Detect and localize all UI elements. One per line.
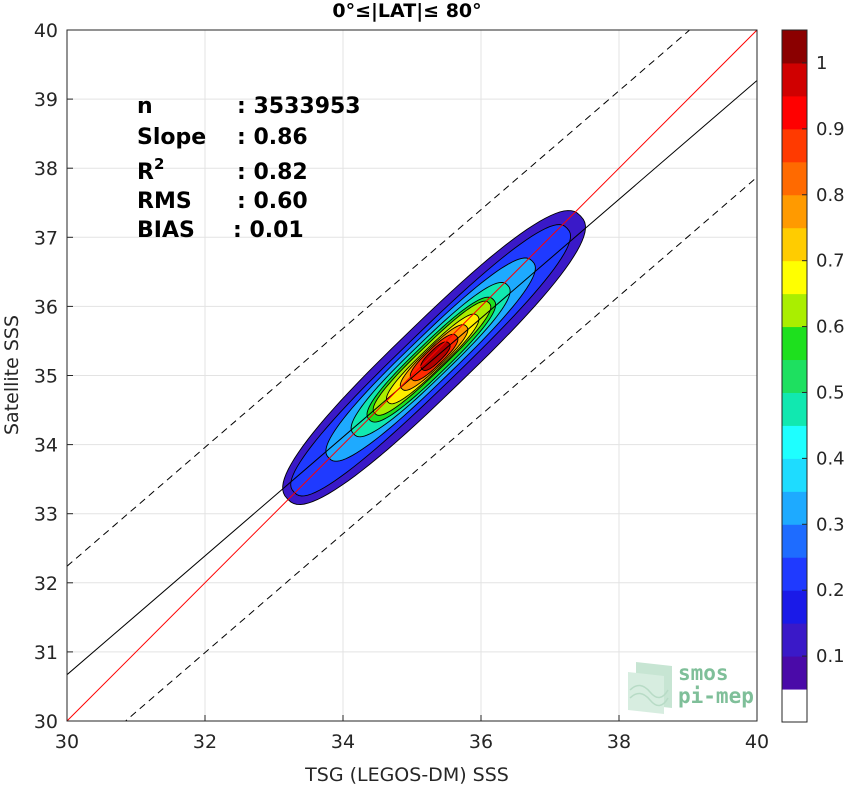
colorbar-band (782, 62, 807, 97)
upper-bound-line (67, 30, 691, 567)
colorbar-band (782, 557, 807, 591)
x-tick-label: 36 (469, 731, 493, 753)
x-axis-ticks: 30 32 34 36 38 40 (55, 715, 769, 753)
stats-box: n : 3533953 Slope : 0.86 R2 : 0.82 RMS :… (137, 94, 361, 243)
one-to-one-line (67, 30, 757, 721)
colorbar-band (782, 293, 807, 328)
colorbar-tick-label: 0.4 (816, 448, 845, 469)
x-axis-label: TSG (LEGOS-DM) SSS (304, 764, 509, 786)
colorbar-band (782, 359, 807, 393)
chart-title: 0°≤|LAT|≤ 80° (332, 0, 481, 22)
stat-r2-base: R (137, 160, 154, 185)
y-tick-label: 37 (34, 227, 58, 249)
stat-r2-sup: 2 (154, 155, 164, 173)
colorbar-band (782, 260, 807, 295)
grid (66, 29, 758, 722)
colorbar-band (782, 524, 807, 558)
x-tick-label: 32 (193, 731, 217, 753)
density-contours (282, 210, 586, 506)
colorbar-band (782, 161, 807, 196)
y-tick-label: 39 (34, 89, 58, 111)
x-tick-label: 40 (745, 731, 769, 753)
colorbar-band (782, 227, 807, 262)
logo-line2: pi-mep (678, 684, 754, 708)
y-tick-label: 40 (34, 20, 58, 42)
y-tick-label: 33 (34, 504, 58, 526)
y-tick-label: 30 (34, 711, 58, 733)
stat-bias-label: BIAS (137, 218, 195, 243)
colorbar-band (782, 95, 807, 130)
y-tick-label: 34 (34, 435, 58, 457)
y-tick-label: 35 (34, 366, 58, 388)
colorbar-band (782, 425, 807, 459)
y-tick-label: 38 (34, 158, 58, 180)
colorbar-band (782, 491, 807, 525)
stat-n-label: n (137, 94, 153, 119)
colorbar-tick-label: 0.7 (816, 251, 845, 272)
stat-slope-value: : 0.86 (237, 125, 308, 150)
stat-rms-value: : 0.60 (237, 189, 308, 214)
x-tick-label: 38 (607, 731, 631, 753)
y-axis-ticks: 30 31 32 33 34 35 36 37 38 39 40 (34, 20, 73, 733)
colorbar-band (782, 326, 807, 361)
x-tick-label: 34 (331, 731, 355, 753)
colorbar-tick-label: 0.1 (816, 646, 845, 667)
stat-r2-label: R2 (137, 155, 164, 185)
colorbar (782, 30, 807, 723)
colorbar-tick-label: 1 (816, 53, 827, 74)
colorbar-tick-label: 0.5 (816, 382, 845, 403)
colorbar-tick-label: 0.2 (816, 580, 845, 601)
y-tick-label: 36 (34, 296, 58, 318)
stat-r2-value: : 0.82 (237, 160, 308, 185)
colorbar-tick-label: 0.8 (816, 185, 845, 206)
x-tick-label: 30 (55, 731, 79, 753)
colorbar-tick-label: 0.3 (816, 514, 845, 535)
colorbar-tick-label: 0.6 (816, 317, 845, 338)
colorbar-band (782, 656, 807, 690)
stat-slope-label: Slope (137, 125, 206, 150)
colorbar-ticks: 0.1 0.2 0.3 0.4 0.5 0.6 0.7 0.8 0.9 1 (802, 53, 845, 667)
lower-bound-line (124, 176, 757, 721)
logo-line1: smos (678, 661, 729, 685)
colorbar-band (782, 623, 807, 657)
colorbar-tick-label: 0.9 (816, 119, 845, 140)
stat-bias-value: : 0.01 (233, 218, 304, 243)
y-axis-label: Satellite SSS (1, 315, 23, 435)
regression-line (67, 80, 757, 676)
stat-n-value: : 3533953 (237, 94, 361, 119)
y-tick-label: 31 (34, 642, 58, 664)
reference-lines (67, 30, 757, 721)
colorbar-band (782, 392, 807, 426)
y-tick-label: 32 (34, 573, 58, 595)
colorbar-band (782, 689, 807, 723)
smos-logo: smos pi-mep (628, 661, 754, 714)
colorbar-band (782, 590, 807, 624)
colorbar-frame (781, 29, 808, 723)
logo-emblem-icon (628, 662, 672, 714)
colorbar-band (782, 128, 807, 163)
stat-rms-label: RMS (137, 189, 192, 214)
colorbar-band (782, 30, 807, 64)
colorbar-band (782, 194, 807, 229)
colorbar-band (782, 458, 807, 492)
